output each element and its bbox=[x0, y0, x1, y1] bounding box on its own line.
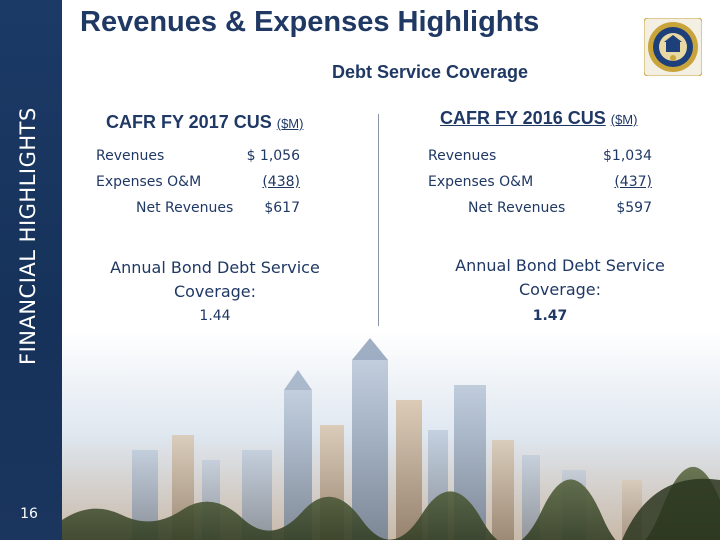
row-label-net-revenues: Net Revenues bbox=[468, 200, 566, 216]
column-heading-main: CAFR FY 2017 CUS bbox=[106, 112, 272, 132]
column-heading-main: CAFR FY 2016 CUS bbox=[440, 108, 606, 128]
row-value-expenses: (437) bbox=[614, 174, 652, 190]
row-label-revenues: Revenues bbox=[96, 148, 165, 164]
page-title: Revenues & Expenses Highlights bbox=[80, 6, 540, 38]
side-title: FINANCIAL HIGHLIGHTS bbox=[16, 107, 40, 365]
row-label-net-revenues: Net Revenues bbox=[136, 200, 234, 216]
column-heading-unit: ($M) bbox=[276, 116, 304, 131]
column-heading-2016: CAFR FY 2016 CUS ($M) bbox=[440, 108, 637, 129]
row-value-net-revenues: $597 bbox=[616, 200, 652, 216]
column-divider bbox=[378, 114, 379, 326]
coverage-label-line1: Annual Bond Debt Service bbox=[455, 256, 665, 275]
coverage-label-line2: Coverage: bbox=[173, 282, 257, 301]
row-label-expenses: Expenses O&M bbox=[96, 174, 202, 190]
side-band: FINANCIAL HIGHLIGHTS 16 bbox=[0, 0, 62, 540]
coverage-value: 1.47 bbox=[532, 308, 568, 324]
row-value-expenses: (438) bbox=[262, 174, 300, 190]
subtitle: Debt Service Coverage bbox=[331, 62, 529, 82]
row-label-expenses: Expenses O&M bbox=[428, 174, 534, 190]
coverage-label: Annual Bond Debt Service Coverage: bbox=[435, 254, 685, 302]
row-value-revenues: $1,034 bbox=[603, 148, 652, 164]
row-value-net-revenues: $617 bbox=[264, 200, 300, 216]
page-number: 16 bbox=[20, 506, 38, 522]
coverage-label-line1: Annual Bond Debt Service bbox=[110, 258, 320, 277]
row-label-revenues: Revenues bbox=[428, 148, 497, 164]
row-value-revenues: $ 1,056 bbox=[246, 148, 300, 164]
city-skyline-image bbox=[62, 330, 720, 540]
coverage-label-line2: Coverage: bbox=[518, 280, 602, 299]
city-seal-icon bbox=[644, 18, 702, 76]
column-heading-2017: CAFR FY 2017 CUS ($M) bbox=[106, 112, 303, 133]
column-heading-unit: ($M) bbox=[610, 112, 638, 127]
coverage-label: Annual Bond Debt Service Coverage: bbox=[100, 256, 330, 304]
coverage-value: 1.44 bbox=[199, 308, 231, 324]
